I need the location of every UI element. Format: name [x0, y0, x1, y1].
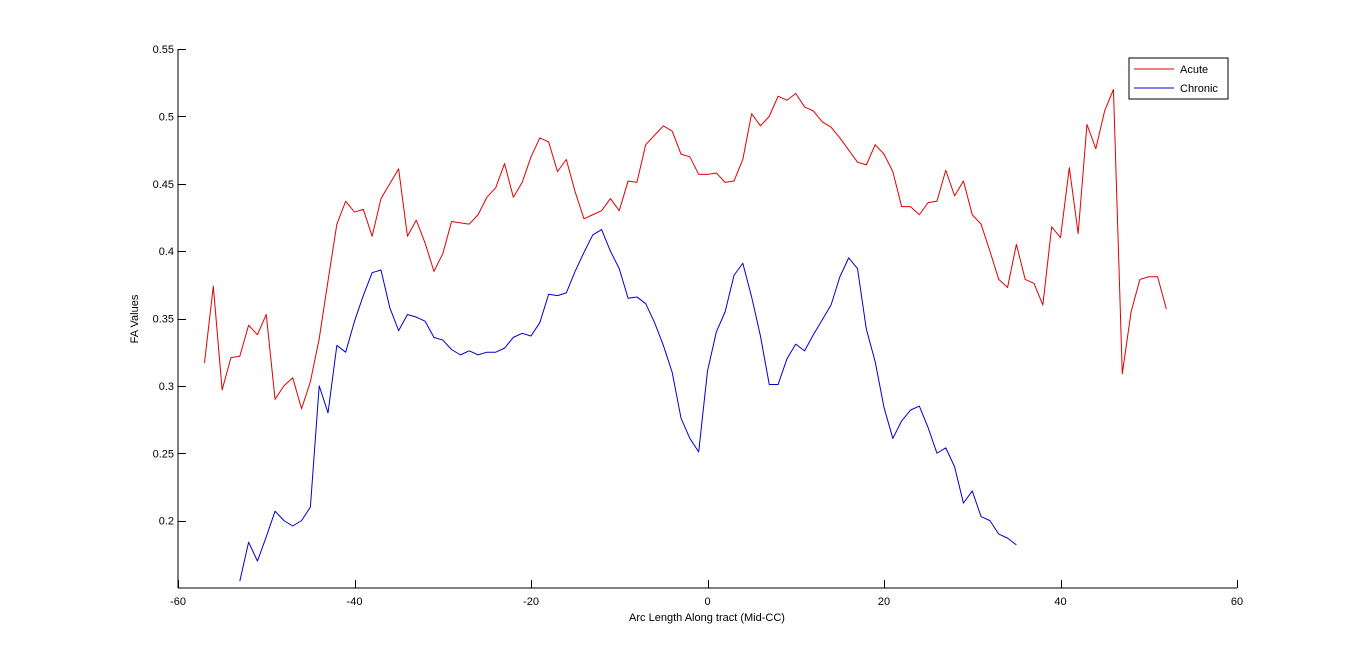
- series-line-acute: [203, 88, 1167, 410]
- legend-label-acute: Acute: [1180, 64, 1208, 76]
- x-tick-label: 0: [704, 596, 710, 608]
- x-tick-label: -40: [347, 596, 363, 608]
- x-tick-label: 40: [1054, 596, 1066, 608]
- x-axis-label: Arc Length Along tract (Mid-CC): [629, 612, 785, 624]
- x-tick-label: -60: [170, 596, 186, 608]
- y-tick-label: 0.5: [159, 111, 174, 123]
- y-axis: 0.2 0.25 0.3 0.35 0.4 0.45 0.5 0.55: [153, 44, 186, 528]
- series-line-chronic: [239, 229, 1017, 582]
- plot-area: [178, 49, 1237, 588]
- y-tick-label: 0.25: [153, 448, 174, 460]
- x-tick-label: 60: [1231, 596, 1243, 608]
- y-tick-label: 0.4: [159, 246, 174, 258]
- y-axis-label: FA Values: [129, 294, 141, 343]
- series-layer: [203, 88, 1167, 582]
- y-tick-label: 0.45: [153, 179, 174, 191]
- plot-border: [177, 49, 1237, 589]
- legend-label-chronic: Chronic: [1180, 83, 1218, 95]
- y-tick-label: 0.55: [153, 44, 174, 56]
- legend-box: [1128, 57, 1229, 100]
- x-tick-label: -20: [523, 596, 539, 608]
- y-tick-label: 0.35: [153, 314, 174, 326]
- y-tick-label: 0.3: [159, 381, 174, 393]
- x-axis: -60 -40 -20 0 20 40 60: [170, 580, 1243, 608]
- x-tick-label: 20: [878, 596, 890, 608]
- y-tick-label: 0.2: [159, 516, 174, 528]
- legend: Acute Chronic: [1128, 57, 1229, 100]
